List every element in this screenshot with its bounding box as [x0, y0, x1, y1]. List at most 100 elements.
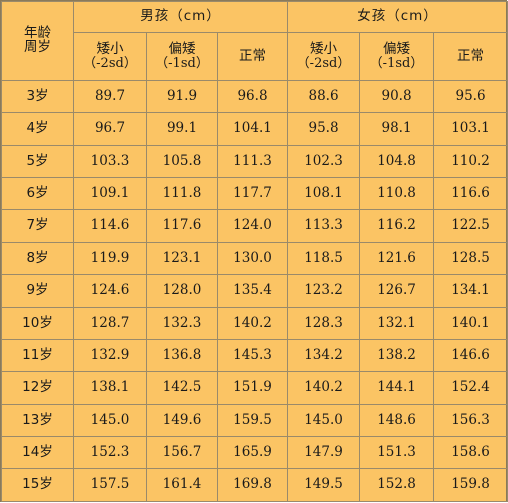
table-row: 14岁 152.3 156.7 165.9 147.9 151.3 158.6 — [1, 436, 508, 470]
girl-normal-value: 156.3 — [433, 403, 508, 438]
boy-short-value: 138.1 — [73, 371, 147, 405]
boy-slightly-short-value: 132.3 — [146, 306, 218, 340]
age-cell: 7岁 — [1, 209, 74, 243]
boy-short-value: 145.0 — [73, 403, 147, 438]
girl-slightly-short-value: 132.1 — [359, 306, 435, 340]
boy-slightly-short-value: 91.9 — [146, 79, 218, 114]
boy-slightly-short-value: 123.1 — [146, 241, 218, 276]
boy-slightly-short-value: 105.8 — [146, 144, 218, 179]
boy-normal-value: 117.7 — [216, 177, 289, 211]
girl-short-value: 88.6 — [287, 79, 361, 114]
boys-short-note: （-2sd） — [83, 55, 137, 71]
table-row: 8岁 119.9 123.1 130.0 118.5 121.6 128.5 — [1, 241, 508, 276]
header-row-groups: 年龄 周岁 男孩（cm） 女孩（cm） — [1, 0, 508, 81]
boy-short-value: 132.9 — [73, 338, 147, 373]
table-row: 11岁 132.9 136.8 145.3 134.2 138.2 146.6 — [1, 338, 508, 373]
boy-slightly-short-value: 111.8 — [146, 177, 218, 211]
girls-normal-header: 正常 — [433, 32, 508, 81]
girl-normal-value: 103.1 — [433, 112, 508, 146]
age-cell: 3岁 — [1, 79, 74, 114]
girl-normal-value: 159.8 — [433, 468, 508, 502]
boy-short-value: 89.7 — [73, 79, 147, 114]
boy-slightly-short-value: 149.6 — [146, 403, 218, 438]
girl-slightly-short-value: 152.8 — [359, 468, 435, 502]
age-cell: 6岁 — [1, 177, 74, 211]
boy-short-value: 157.5 — [73, 468, 147, 502]
age-header-line1: 年龄 — [24, 25, 51, 42]
girl-normal-value: 140.1 — [433, 306, 508, 340]
boy-slightly-short-value: 117.6 — [146, 209, 218, 243]
girl-slightly-short-value: 144.1 — [359, 371, 435, 405]
boy-slightly-short-value: 161.4 — [146, 468, 218, 502]
girl-slightly-short-value: 148.6 — [359, 403, 435, 438]
girls-short-label: 矮小 — [310, 41, 338, 58]
boy-short-value: 119.9 — [73, 241, 147, 276]
girl-normal-value: 110.2 — [433, 144, 508, 179]
age-cell: 10岁 — [1, 306, 74, 340]
girl-short-value: 95.8 — [287, 112, 361, 146]
girl-slightly-short-value: 90.8 — [359, 79, 435, 114]
girl-short-value: 118.5 — [287, 241, 361, 276]
header-row-categories: 矮小 （-2sd） 偏矮 （-1sd） 正常 矮小 （-2sd） 偏矮 （-1s… — [2, 32, 508, 81]
girl-normal-value: 134.1 — [433, 274, 508, 308]
table-row: 13岁 145.0 149.6 159.5 145.0 148.6 156.3 — [1, 403, 508, 438]
boy-slightly-short-value: 99.1 — [146, 112, 218, 146]
boys-short-label: 矮小 — [96, 41, 124, 58]
girls-short-note: （-2sd） — [296, 55, 351, 71]
girls-group-header: 女孩（cm） — [287, 0, 508, 34]
table-row: 15岁 157.5 161.4 169.8 149.5 152.8 159.8 — [1, 468, 508, 502]
boy-normal-value: 159.5 — [216, 403, 289, 438]
table-row: 7岁 114.6 117.6 124.0 113.3 116.2 122.5 — [1, 209, 508, 243]
boy-short-value: 109.1 — [73, 177, 147, 211]
girl-normal-value: 122.5 — [433, 209, 508, 243]
girl-short-value: 102.3 — [287, 144, 361, 179]
age-cell: 13岁 — [1, 403, 74, 438]
boys-slightly-short-note: （-1sd） — [155, 55, 209, 71]
girl-short-value: 149.5 — [287, 468, 361, 502]
table-row: 4岁 96.7 99.1 104.1 95.8 98.1 103.1 — [1, 112, 508, 146]
boy-slightly-short-value: 156.7 — [146, 436, 218, 470]
boy-slightly-short-value: 136.8 — [146, 338, 218, 373]
girl-slightly-short-value: 138.2 — [359, 338, 435, 373]
age-cell: 15岁 — [1, 468, 74, 502]
girl-normal-value: 116.6 — [433, 177, 508, 211]
boy-normal-value: 111.3 — [216, 144, 289, 179]
girl-slightly-short-value: 126.7 — [359, 274, 435, 308]
age-header-cell: 年龄 周岁 — [1, 1, 74, 81]
girls-short-header: 矮小 （-2sd） — [287, 32, 361, 81]
age-cell: 5岁 — [1, 144, 74, 179]
girl-slightly-short-value: 104.8 — [359, 144, 435, 179]
age-cell: 4岁 — [1, 112, 74, 146]
age-cell: 8岁 — [1, 241, 74, 276]
girl-normal-value: 128.5 — [433, 241, 508, 276]
girl-short-value: 123.2 — [287, 274, 361, 308]
boy-normal-value: 96.8 — [216, 79, 289, 114]
boys-normal-header: 正常 — [216, 32, 289, 81]
girl-slightly-short-value: 151.3 — [359, 436, 435, 470]
age-cell: 11岁 — [1, 338, 74, 373]
girl-normal-value: 152.4 — [433, 371, 508, 405]
girl-slightly-short-value: 116.2 — [359, 209, 435, 243]
boy-normal-value: 135.4 — [216, 274, 289, 308]
girls-slightly-short-label: 偏矮 — [383, 41, 411, 58]
age-cell: 14岁 — [1, 436, 74, 470]
girl-short-value: 147.9 — [287, 436, 361, 470]
boy-normal-value: 145.3 — [216, 338, 289, 373]
girl-short-value: 145.0 — [287, 403, 361, 438]
girl-short-value: 128.3 — [287, 306, 361, 340]
girl-slightly-short-value: 121.6 — [359, 241, 435, 276]
age-cell: 12岁 — [1, 371, 74, 405]
boy-normal-value: 151.9 — [216, 371, 289, 405]
table-row: 5岁 103.3 105.8 111.3 102.3 104.8 110.2 — [1, 144, 508, 179]
boys-slightly-short-label: 偏矮 — [168, 41, 196, 58]
girls-slightly-short-note: （-1sd） — [369, 55, 424, 71]
table-row: 10岁 128.7 132.3 140.2 128.3 132.1 140.1 — [1, 306, 508, 340]
boys-group-header: 男孩（cm） — [72, 0, 289, 34]
table-row: 3岁 89.7 91.9 96.8 88.6 90.8 95.6 — [1, 79, 508, 114]
girl-normal-value: 146.6 — [433, 338, 508, 373]
boys-slightly-short-header: 偏矮 （-1sd） — [146, 32, 218, 81]
boys-short-header: 矮小 （-2sd） — [73, 32, 147, 81]
boy-normal-value: 130.0 — [216, 241, 289, 276]
age-header-line2: 周岁 — [24, 38, 51, 55]
